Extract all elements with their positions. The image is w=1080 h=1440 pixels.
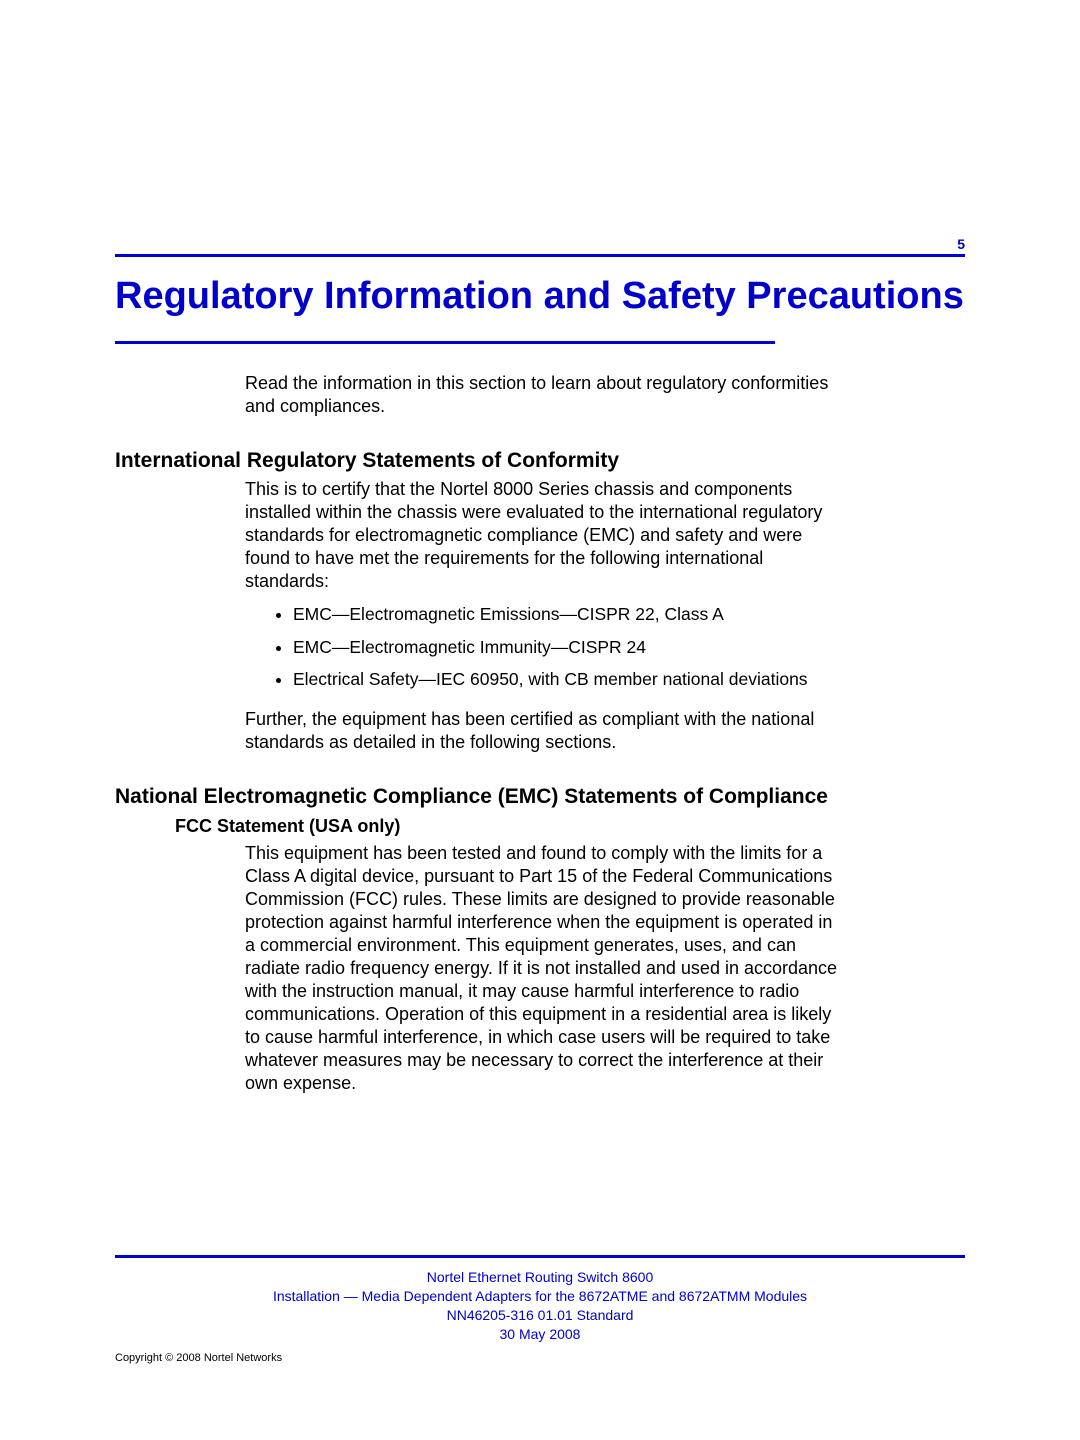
footer-line-3: NN46205-316 01.01 Standard — [115, 1306, 965, 1325]
intro-paragraph: Read the information in this section to … — [245, 372, 840, 418]
page-footer: Nortel Ethernet Routing Switch 8600 Inst… — [115, 1255, 965, 1344]
footer-rule — [115, 1255, 965, 1258]
section1-bullets: EMC—Electromagnetic Emissions—CISPR 22, … — [245, 603, 840, 690]
footer-lines: Nortel Ethernet Routing Switch 8600 Inst… — [115, 1268, 965, 1344]
section1-p1: This is to certify that the Nortel 8000 … — [245, 478, 840, 593]
page-number: 5 — [957, 236, 965, 252]
bullet-item: Electrical Safety—IEC 60950, with CB mem… — [293, 668, 840, 690]
section1-body: This is to certify that the Nortel 8000 … — [245, 478, 840, 754]
mid-rule — [115, 341, 775, 344]
intro-text: Read the information in this section to … — [245, 372, 840, 418]
page-title: Regulatory Information and Safety Precau… — [115, 275, 965, 319]
section2-body: This equipment has been tested and found… — [245, 842, 840, 1095]
section1-p2: Further, the equipment has been certifie… — [245, 708, 840, 754]
section1-heading: International Regulatory Statements of C… — [115, 448, 965, 474]
bullet-item: EMC—Electromagnetic Immunity—CISPR 24 — [293, 636, 840, 658]
footer-line-4: 30 May 2008 — [115, 1325, 965, 1344]
section2-subheading: FCC Statement (USA only) — [175, 815, 965, 838]
section2-heading: National Electromagnetic Compliance (EMC… — [115, 784, 965, 810]
copyright-text: Copyright © 2008 Nortel Networks — [115, 1352, 282, 1364]
section2-p: This equipment has been tested and found… — [245, 842, 840, 1095]
footer-line-2: Installation — Media Dependent Adapters … — [115, 1287, 965, 1306]
bullet-item: EMC—Electromagnetic Emissions—CISPR 22, … — [293, 603, 840, 625]
top-rule — [115, 254, 965, 257]
document-page: 5 Regulatory Information and Safety Prec… — [0, 0, 1080, 1440]
footer-line-1: Nortel Ethernet Routing Switch 8600 — [115, 1268, 965, 1287]
